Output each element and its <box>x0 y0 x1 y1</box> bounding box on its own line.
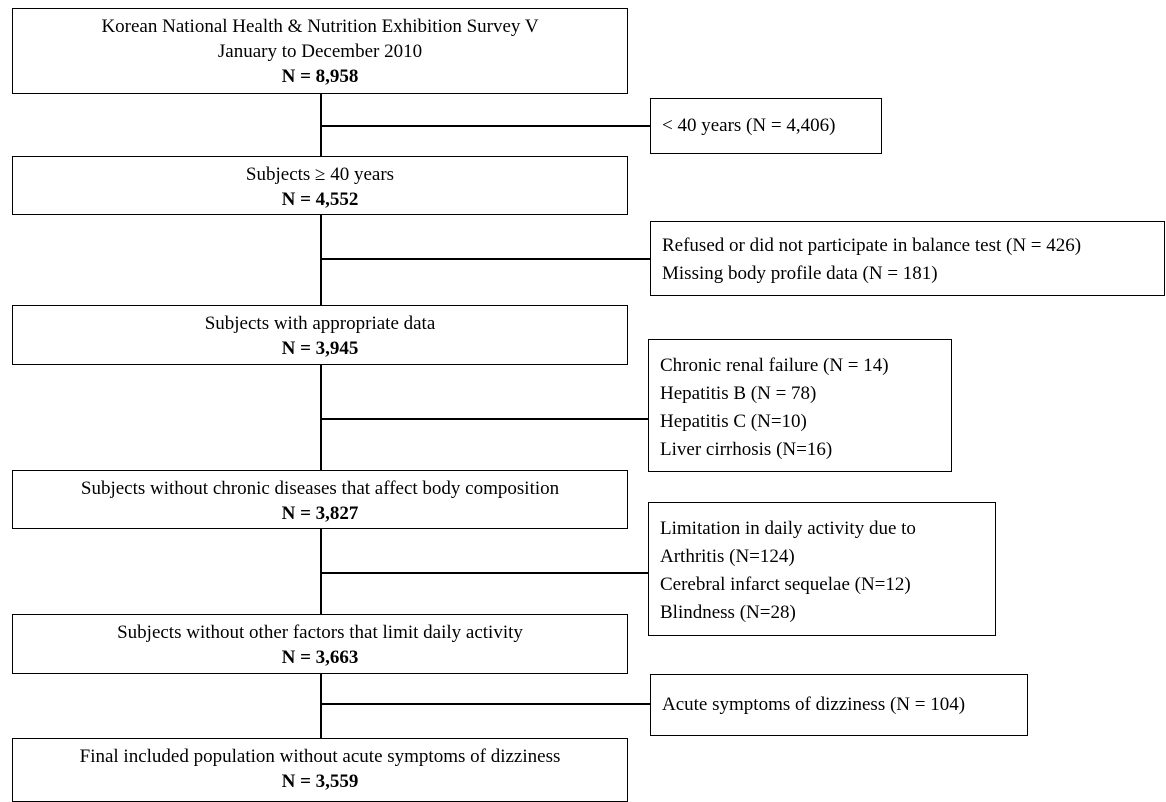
exclusion-line: Limitation in daily activity due to <box>660 518 916 539</box>
exclusion-line: Blindness (N=28) <box>660 602 796 623</box>
main-box-line: Korean National Health & Nutrition Exhib… <box>101 16 539 37</box>
exclusion-line: Hepatitis B (N = 78) <box>660 383 817 404</box>
exclusion-line: Acute symptoms of dizziness (N = 104) <box>662 694 966 715</box>
connector-3-4 <box>320 364 322 471</box>
exclusion-line: Missing body profile data (N = 181) <box>662 263 938 284</box>
main-box-no-activity-limit: Subjects without other factors that limi… <box>12 614 628 674</box>
connector-5-6 <box>320 673 322 739</box>
main-box-line: Subjects without other factors that limi… <box>117 622 523 643</box>
main-box-count: N = 4,552 <box>281 189 359 210</box>
main-box-count: N = 8,958 <box>281 66 359 87</box>
main-box-appropriate-data: Subjects with appropriate data N = 3,945 <box>12 305 628 365</box>
connector-2-3 <box>320 214 322 306</box>
exclusion-line: < 40 years (N = 4,406) <box>662 115 836 136</box>
main-box-count: N = 3,663 <box>281 647 359 668</box>
exclusion-line: Cerebral infarct sequelae (N=12) <box>660 574 911 595</box>
main-box-line: Subjects ≥ 40 years <box>245 164 395 185</box>
exclusion-box-missing-data: Refused or did not participate in balanc… <box>650 221 1165 296</box>
main-box-line: Subjects with appropriate data <box>204 313 436 334</box>
main-box-count: N = 3,945 <box>281 338 359 359</box>
main-box-line: Subjects without chronic diseases that a… <box>80 478 560 499</box>
main-box-count: N = 3,827 <box>281 503 359 524</box>
main-box-final-population: Final included population without acute … <box>12 738 628 802</box>
branch-exclusion-3 <box>320 418 650 420</box>
exclusion-line: Refused or did not participate in balanc… <box>662 235 1082 256</box>
main-box-count: N = 3,559 <box>281 771 359 792</box>
exclusion-box-chronic-disease: Chronic renal failure (N = 14) Hepatitis… <box>648 339 952 472</box>
main-box-survey: Korean National Health & Nutrition Exhib… <box>12 8 628 94</box>
exclusion-box-dizziness: Acute symptoms of dizziness (N = 104) <box>650 674 1028 736</box>
connector-4-5 <box>320 528 322 615</box>
branch-exclusion-2 <box>320 258 652 260</box>
exclusion-box-activity-limit: Limitation in daily activity due to Arth… <box>648 502 996 636</box>
exclusion-line: Arthritis (N=124) <box>660 546 795 567</box>
main-box-line: January to December 2010 <box>217 41 423 62</box>
main-box-age-40: Subjects ≥ 40 years N = 4,552 <box>12 156 628 215</box>
main-box-no-chronic-disease: Subjects without chronic diseases that a… <box>12 470 628 529</box>
exclusion-line: Chronic renal failure (N = 14) <box>660 355 889 376</box>
branch-exclusion-4 <box>320 572 650 574</box>
exclusion-line: Hepatitis C (N=10) <box>660 411 807 432</box>
branch-exclusion-5 <box>320 703 652 705</box>
branch-exclusion-1 <box>320 125 652 127</box>
exclusion-box-under-40: < 40 years (N = 4,406) <box>650 98 882 154</box>
exclusion-line: Liver cirrhosis (N=16) <box>660 439 833 460</box>
main-box-line: Final included population without acute … <box>79 746 561 767</box>
